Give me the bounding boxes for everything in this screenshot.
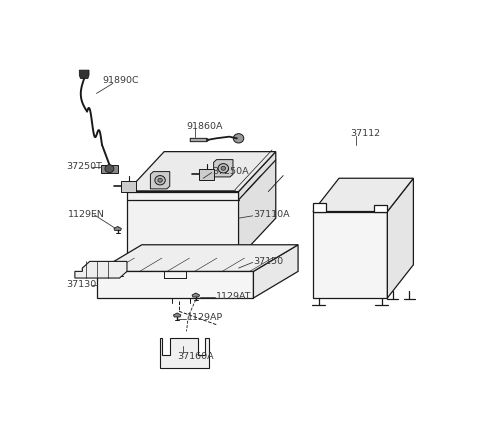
Text: 91890C: 91890C: [103, 76, 139, 85]
Polygon shape: [313, 203, 326, 212]
Text: 91860A: 91860A: [186, 122, 223, 131]
Circle shape: [155, 175, 165, 185]
Text: 37130: 37130: [67, 280, 97, 289]
Circle shape: [83, 267, 90, 273]
Polygon shape: [253, 245, 298, 298]
Circle shape: [112, 267, 120, 273]
Circle shape: [218, 164, 228, 173]
Polygon shape: [127, 191, 239, 258]
Circle shape: [158, 178, 162, 182]
Polygon shape: [150, 172, 170, 189]
Polygon shape: [173, 313, 181, 317]
Polygon shape: [313, 178, 413, 212]
Text: 37250T: 37250T: [67, 162, 103, 171]
Polygon shape: [374, 205, 387, 212]
Polygon shape: [114, 226, 121, 230]
Circle shape: [398, 226, 403, 230]
Polygon shape: [101, 165, 118, 173]
Polygon shape: [387, 178, 413, 298]
Circle shape: [233, 133, 244, 143]
Circle shape: [221, 166, 226, 170]
Polygon shape: [214, 159, 233, 177]
Polygon shape: [200, 168, 215, 180]
Polygon shape: [190, 138, 209, 142]
Polygon shape: [97, 245, 298, 271]
Text: 37160A: 37160A: [177, 352, 214, 361]
Polygon shape: [75, 261, 127, 278]
Circle shape: [398, 249, 403, 254]
Bar: [322, 223, 378, 241]
Polygon shape: [127, 152, 276, 191]
Polygon shape: [79, 70, 89, 79]
Text: 1129EN: 1129EN: [67, 210, 104, 219]
Text: 37112: 37112: [350, 129, 380, 138]
Text: 37110A: 37110A: [253, 210, 290, 219]
Polygon shape: [239, 152, 276, 258]
Polygon shape: [192, 293, 200, 297]
Text: 37250A: 37250A: [213, 167, 249, 176]
Text: 1129AP: 1129AP: [186, 314, 223, 322]
Polygon shape: [121, 181, 136, 192]
Circle shape: [398, 273, 403, 277]
Polygon shape: [313, 212, 387, 298]
Text: 37150: 37150: [253, 257, 284, 266]
Text: 1129AT: 1129AT: [216, 292, 252, 301]
Polygon shape: [160, 338, 209, 368]
Circle shape: [180, 350, 190, 359]
Bar: [322, 261, 378, 283]
Polygon shape: [97, 271, 253, 298]
Circle shape: [105, 165, 114, 173]
